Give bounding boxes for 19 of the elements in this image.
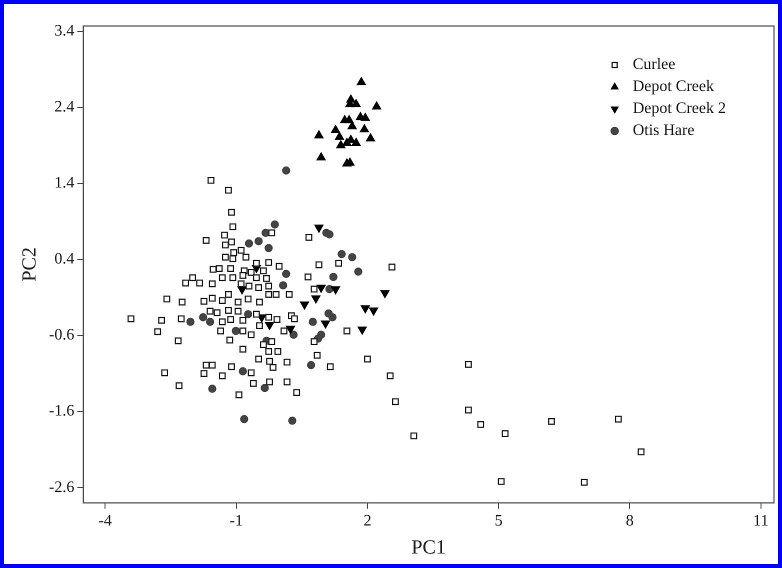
- y-tick-label: 2.4: [54, 98, 74, 116]
- legend-label: Depot Creek 2: [632, 100, 726, 118]
- legend-label: Curlee: [632, 56, 676, 74]
- x-tick-label: 8: [626, 512, 634, 530]
- x-tick-label: 5: [494, 512, 503, 530]
- x-tick-label: -1: [230, 512, 243, 530]
- x-tick-label: 11: [753, 512, 769, 530]
- legend-label: Otis Hare: [632, 122, 694, 140]
- y-tick-label: 0.4: [54, 250, 74, 268]
- y-tick-label: -0.6: [49, 326, 74, 344]
- y-tick-label: -2.6: [49, 478, 74, 496]
- x-axis-title: PC1: [411, 536, 446, 558]
- legend-label: Depot Creek: [632, 78, 714, 96]
- x-tick-label: 2: [363, 512, 372, 530]
- y-tick-label: 1.4: [54, 174, 74, 192]
- x-tick-label: -4: [98, 512, 112, 530]
- y-axis-title: PC2: [18, 247, 40, 282]
- y-tick-label: -1.6: [49, 402, 74, 420]
- y-tick-label: 3.4: [54, 22, 74, 40]
